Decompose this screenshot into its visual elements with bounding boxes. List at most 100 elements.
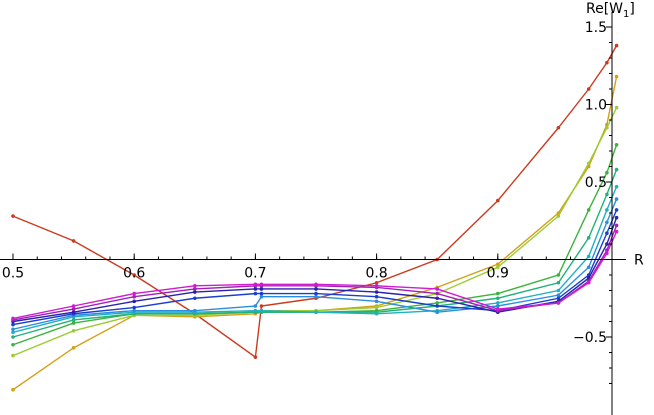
data-point [374, 290, 379, 294]
data-point [556, 273, 561, 277]
data-point [314, 294, 318, 299]
y-ticks: −0.5 0.5 1.0 1.5 [573, 20, 612, 384]
data-point [132, 291, 136, 296]
series-line [12, 217, 618, 323]
data-point [496, 307, 500, 311]
data-point [435, 304, 440, 308]
x-tick-label: 0.9 [487, 266, 509, 282]
y-axis-label-close: ] [629, 1, 634, 17]
data-point [11, 353, 15, 358]
data-point [253, 282, 258, 287]
data-point [556, 296, 561, 301]
data-point [614, 197, 619, 201]
data-point [253, 355, 258, 359]
series-4 [11, 143, 619, 347]
data-point [71, 321, 76, 325]
series-3 [11, 105, 619, 358]
data-point [193, 287, 197, 291]
data-point [586, 236, 591, 240]
data-point [11, 342, 15, 347]
data-point [193, 290, 197, 294]
data-point [614, 215, 619, 220]
data-point [605, 192, 609, 197]
data-point [496, 198, 500, 203]
series-line [12, 169, 618, 338]
y-axis-label-subscript: 1 [623, 9, 629, 20]
data-point [132, 294, 136, 299]
data-point [586, 161, 591, 166]
data-point [496, 291, 500, 296]
data-point [614, 229, 619, 234]
data-point [556, 293, 561, 297]
data-point [586, 280, 591, 285]
data-point [11, 330, 15, 335]
data-point [496, 265, 500, 270]
data-point [253, 308, 258, 313]
data-point [314, 310, 318, 315]
data-point [71, 304, 76, 308]
data-point [374, 280, 379, 285]
data-point [71, 318, 76, 322]
series-line [12, 76, 618, 391]
data-point [71, 307, 76, 311]
data-point [253, 304, 258, 308]
data-point [259, 308, 264, 313]
data-point [556, 125, 561, 130]
data-point [11, 335, 15, 339]
x-ticks: 0.5 0.6 0.7 0.8 0.9 [2, 253, 572, 282]
data-point [614, 105, 619, 110]
series-6 [11, 184, 619, 335]
data-point [605, 125, 609, 130]
data-point [71, 329, 76, 333]
data-point [614, 167, 619, 172]
data-point [132, 273, 136, 277]
series-line [12, 231, 618, 320]
data-point [435, 296, 440, 301]
y-axis-label-main: Re[W [586, 1, 623, 17]
data-point [586, 265, 591, 270]
series-2 [11, 74, 619, 392]
data-point [71, 310, 76, 315]
data-point [435, 310, 440, 315]
data-point [132, 308, 136, 313]
data-point [605, 231, 609, 235]
data-point [586, 208, 591, 212]
data-point [11, 322, 15, 327]
x-tick-label: 0.8 [365, 266, 387, 282]
data-point [605, 242, 609, 246]
data-point [605, 220, 609, 225]
data-point [11, 214, 15, 218]
data-point [605, 208, 609, 212]
data-point [259, 287, 264, 291]
data-point [435, 287, 440, 291]
data-point [374, 305, 379, 310]
data-point [605, 60, 609, 65]
x-tick-label: 0.5 [2, 266, 24, 282]
data-point [259, 294, 264, 299]
data-point [11, 316, 15, 321]
y-axis-label: Re[W1] [586, 1, 635, 20]
data-point [314, 287, 318, 291]
data-point [614, 184, 619, 189]
data-point [374, 284, 379, 288]
data-point [496, 296, 500, 301]
x-axis-label: R [634, 253, 644, 269]
data-point [586, 254, 591, 259]
series-7 [11, 197, 619, 332]
data-point [614, 74, 619, 79]
series-layer [11, 43, 619, 392]
data-point [556, 288, 561, 293]
data-point [586, 87, 591, 91]
data-point [556, 280, 561, 285]
y-tick-label: 0.5 [585, 175, 607, 191]
data-point [259, 304, 264, 308]
data-point [193, 284, 197, 288]
data-point [259, 282, 264, 287]
data-point [496, 304, 500, 308]
data-point [193, 308, 197, 313]
data-point [496, 301, 500, 305]
data-point [374, 299, 379, 304]
data-point [435, 291, 440, 296]
series-line [12, 186, 618, 334]
